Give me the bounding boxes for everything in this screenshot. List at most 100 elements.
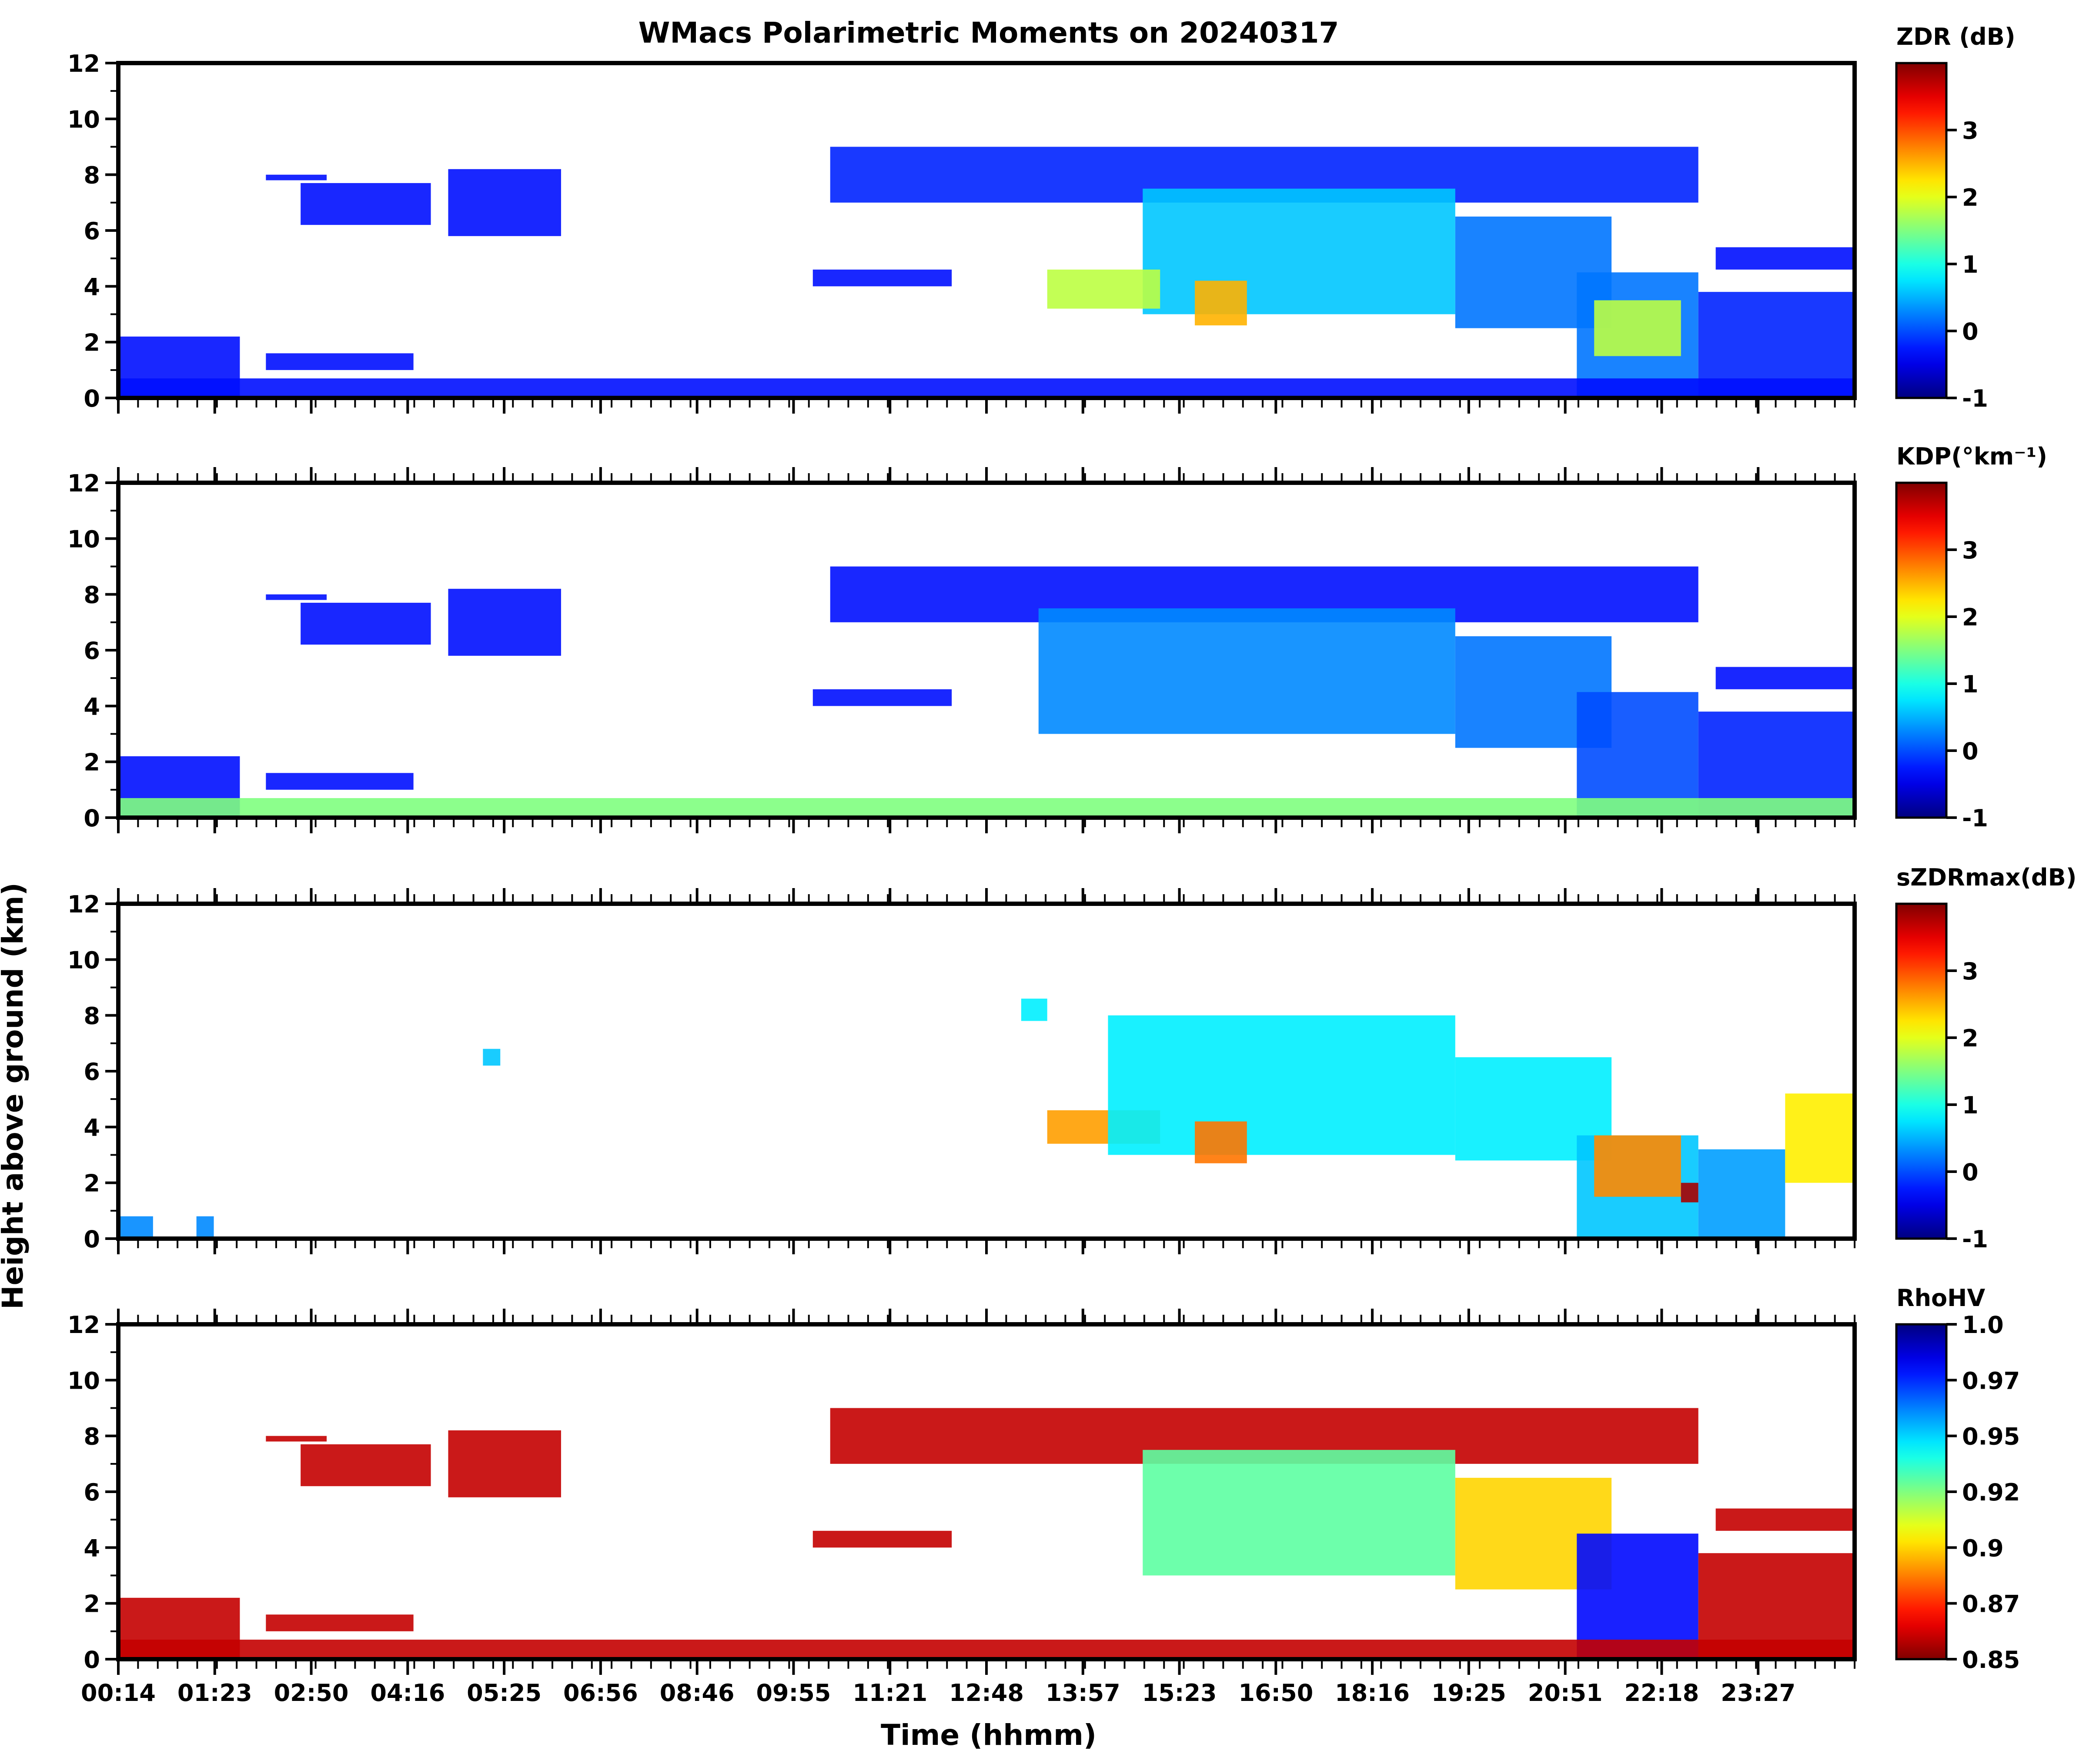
data-region-2	[266, 174, 327, 180]
colorbar-tick-label: 0	[1962, 1159, 1979, 1186]
x-tick-label: 13:57	[1046, 1679, 1120, 1707]
data-region-11	[1195, 281, 1247, 326]
y-tick-label: 2	[84, 329, 100, 357]
colorbar-tick-label: -1	[1962, 385, 1988, 412]
colorbar-tick-label: 0.87	[1962, 1590, 2020, 1618]
data-region-4	[448, 588, 561, 656]
x-tick-label: 04:16	[370, 1679, 445, 1707]
y-tick-label: 0	[84, 1646, 100, 1674]
y-tick-label: 8	[84, 162, 100, 189]
data-region-13	[118, 798, 1855, 818]
y-tick-label: 8	[84, 1423, 100, 1450]
x-tick-label: 12:48	[949, 1679, 1024, 1707]
y-tick-label: 12	[67, 50, 100, 77]
data-region-15	[1715, 247, 1855, 270]
x-tick-label: 11:21	[852, 1679, 927, 1707]
y-tick-label: 0	[84, 385, 100, 412]
data-region-7	[1195, 1121, 1247, 1163]
data-region-6	[812, 689, 952, 706]
data-region-3	[301, 602, 431, 645]
colorbar-tick-label: 1	[1962, 671, 1979, 698]
panel-4: 0 2 4 6 8 10 12 00:14 01:23 02:50 04:16 05:25 06:56 0…	[67, 1284, 2020, 1707]
y-tick-label: 8	[84, 1002, 100, 1030]
x-tick-label: 15:23	[1142, 1679, 1217, 1707]
heatmap-data	[118, 566, 1855, 818]
x-tick-label: 19:25	[1431, 1679, 1506, 1707]
x-tick-label: 00:14	[81, 1679, 156, 1707]
colorbar-tick-label: -1	[1962, 1226, 1988, 1253]
colorbar-tick-label: 0.95	[1962, 1423, 2020, 1450]
x-tick-label: 01:23	[177, 1679, 252, 1707]
data-region-4	[1021, 999, 1047, 1021]
data-region-3	[301, 1444, 431, 1487]
data-region-12	[1715, 667, 1855, 689]
x-tick-label: 20:51	[1528, 1679, 1603, 1707]
colorbar-tick-label: 3	[1962, 958, 1979, 985]
data-region-13	[1594, 300, 1681, 356]
x-tick-label: 08:46	[660, 1679, 735, 1707]
data-region-10	[1577, 692, 1698, 818]
y-tick-label: 4	[84, 273, 100, 301]
colorbar-tick-label: 0.9	[1962, 1534, 2004, 1562]
x-tick-label: 02:50	[274, 1679, 349, 1707]
data-region-10	[1047, 269, 1160, 309]
colorbar-label: ZDR (dB)	[1896, 23, 2016, 50]
colorbar-label: sZDRmax(dB)	[1896, 864, 2076, 891]
x-tick-label: 22:18	[1624, 1679, 1699, 1707]
colorbar-gradient-bar	[1895, 62, 1948, 399]
y-tick-label: 4	[84, 1534, 100, 1562]
y-tick-label: 0	[84, 1226, 100, 1253]
x-tick-label: 16:50	[1238, 1679, 1313, 1707]
colorbar: KDP(°km⁻¹) -1 0 1 2 3	[1895, 443, 2047, 832]
colorbar-tick-label: 0	[1962, 318, 1979, 345]
data-region-4	[448, 169, 561, 236]
y-tick-label: 4	[84, 693, 100, 720]
data-region-12	[1698, 1149, 1785, 1239]
colorbar-tick-label: 0	[1962, 738, 1979, 765]
colorbar: sZDRmax(dB) -1 0 1 2 3	[1895, 864, 2076, 1253]
data-region-8	[1143, 1450, 1455, 1576]
heatmap-data	[118, 999, 1855, 1239]
x-tick-label: 18:16	[1335, 1679, 1410, 1707]
data-region-3	[483, 1049, 501, 1066]
colorbar: ZDR (dB) -1 0 1 2 3	[1895, 23, 2016, 412]
data-region-5	[266, 773, 414, 790]
colorbar-label: KDP(°km⁻¹)	[1896, 443, 2047, 470]
colorbar-gradient-bar	[1895, 481, 1948, 819]
y-tick-label: 8	[84, 581, 100, 609]
colorbar-tick-label: 1	[1962, 251, 1979, 278]
x-tick-label: 23:27	[1721, 1679, 1795, 1707]
y-tick-label: 0	[84, 805, 100, 832]
y-tick-label: 6	[84, 1479, 100, 1506]
colorbar-tick-label: 2	[1962, 1025, 1979, 1052]
data-region-5	[266, 353, 414, 370]
data-region-6	[812, 1530, 952, 1548]
data-region-8	[1143, 188, 1455, 314]
colorbar-tick-label: 0.85	[1962, 1646, 2020, 1674]
y-tick-label: 2	[84, 1590, 100, 1618]
data-region-11	[1681, 1183, 1698, 1203]
y-tick-label: 10	[67, 946, 100, 974]
y-tick-label: 2	[84, 749, 100, 776]
colorbar-tick-label: 1.0	[1962, 1311, 2004, 1339]
data-region-12	[1715, 1508, 1855, 1531]
figure-title: WMacs Polarimetric Moments on 20240317	[639, 16, 1339, 50]
colorbar-gradient-bar	[1895, 1323, 1948, 1660]
colorbar-label: RhoHV	[1896, 1284, 1985, 1312]
y-axis-label: Height above ground (km)	[0, 882, 30, 1310]
x-tick-label: 09:55	[756, 1679, 831, 1707]
heatmap-data	[118, 147, 1855, 398]
data-region-16	[118, 378, 1855, 398]
data-region-2	[266, 1436, 327, 1442]
colorbar-tick-label: 2	[1962, 184, 1979, 211]
colorbar-tick-label: 2	[1962, 604, 1979, 631]
data-region-1	[118, 1216, 153, 1239]
data-region-13	[1785, 1093, 1855, 1183]
data-region-5	[266, 1614, 414, 1631]
